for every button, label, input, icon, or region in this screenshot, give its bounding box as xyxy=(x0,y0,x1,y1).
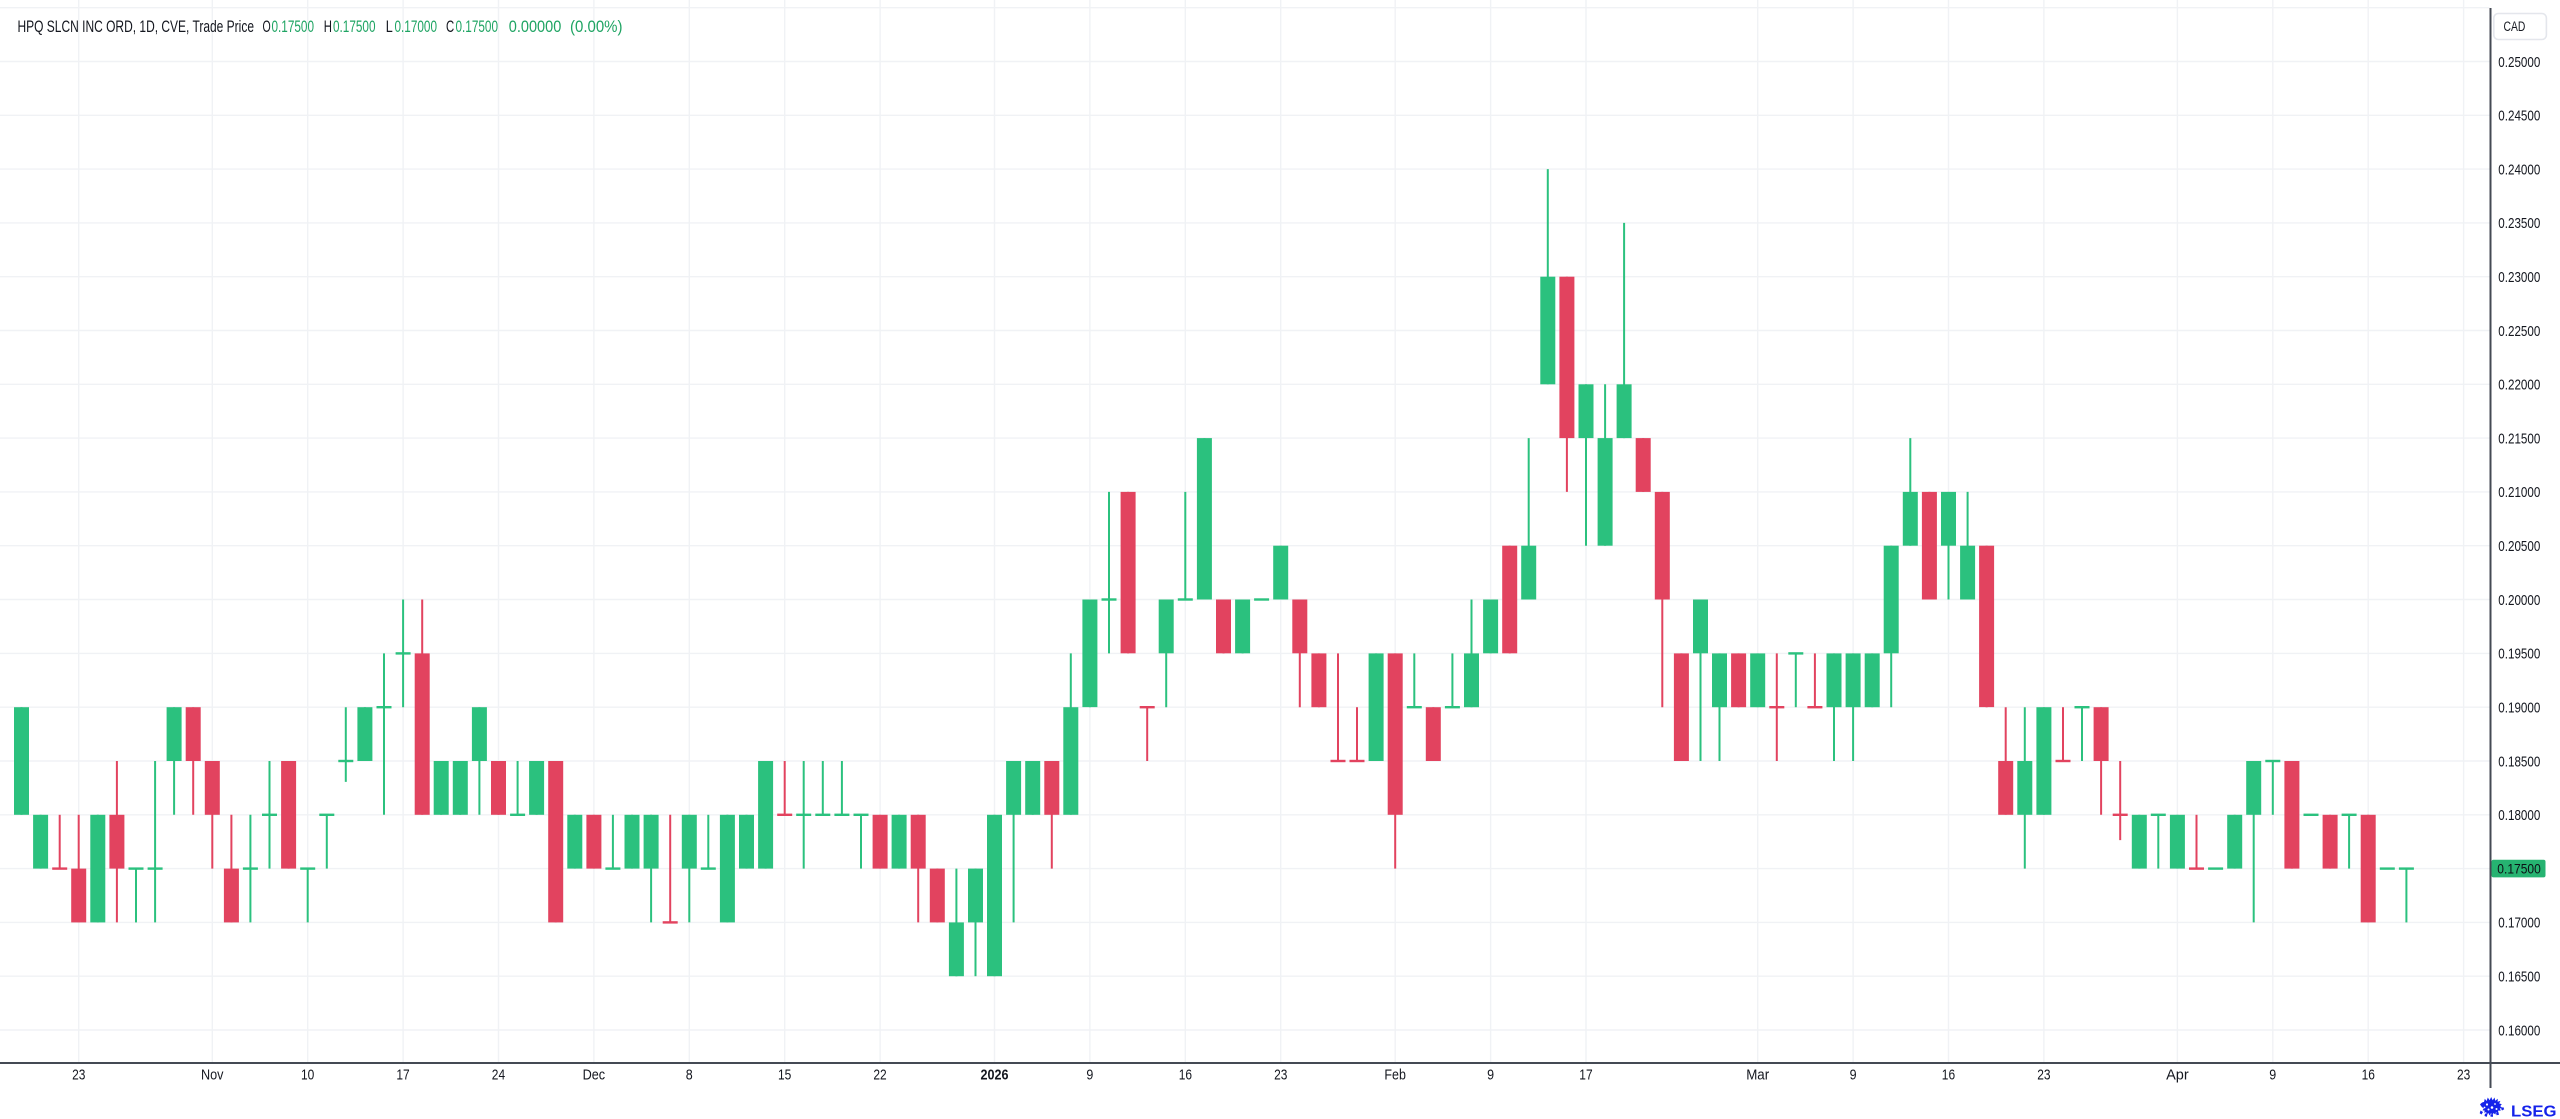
svg-text:0.18500: 0.18500 xyxy=(2498,753,2540,770)
svg-text:HPQ SLCN INC ORD, 1D, CVE, Tra: HPQ SLCN INC ORD, 1D, CVE, Trade Price xyxy=(18,18,255,36)
svg-text:10: 10 xyxy=(301,1067,314,1084)
svg-text:16: 16 xyxy=(1179,1067,1192,1084)
svg-text:H: H xyxy=(324,18,332,36)
svg-text:23: 23 xyxy=(1274,1067,1287,1084)
svg-text:2026: 2026 xyxy=(981,1067,1009,1084)
svg-text:17: 17 xyxy=(396,1067,409,1084)
svg-text:(0.00%): (0.00%) xyxy=(570,18,623,36)
svg-text:23: 23 xyxy=(2037,1067,2050,1084)
svg-text:0.23500: 0.23500 xyxy=(2498,215,2540,232)
svg-text:0.17500: 0.17500 xyxy=(272,18,315,36)
svg-text:Mar: Mar xyxy=(1746,1067,1769,1084)
svg-text:0.20500: 0.20500 xyxy=(2498,538,2540,555)
svg-text:0.16500: 0.16500 xyxy=(2498,969,2540,986)
svg-text:0.17000: 0.17000 xyxy=(2498,915,2540,932)
svg-text:9: 9 xyxy=(1487,1067,1494,1084)
svg-text:Nov: Nov xyxy=(201,1067,224,1084)
svg-text:0.22500: 0.22500 xyxy=(2498,323,2540,340)
svg-text:17: 17 xyxy=(1579,1067,1592,1084)
svg-text:0.17500: 0.17500 xyxy=(333,18,376,36)
svg-text:9: 9 xyxy=(1850,1067,1857,1084)
svg-text:16: 16 xyxy=(1942,1067,1955,1084)
svg-text:9: 9 xyxy=(1086,1067,1093,1084)
svg-text:0.22000: 0.22000 xyxy=(2498,377,2540,394)
svg-text:23: 23 xyxy=(2457,1067,2470,1084)
svg-text:0.00000: 0.00000 xyxy=(509,18,562,36)
svg-text:23: 23 xyxy=(72,1067,85,1084)
svg-text:0.21000: 0.21000 xyxy=(2498,484,2540,501)
svg-text:O: O xyxy=(263,18,271,36)
svg-text:0.21500: 0.21500 xyxy=(2498,430,2540,447)
svg-text:0.16000: 0.16000 xyxy=(2498,1022,2540,1039)
svg-text:9: 9 xyxy=(2269,1067,2276,1084)
svg-text:16: 16 xyxy=(2362,1067,2375,1084)
svg-text:CAD: CAD xyxy=(2504,19,2526,34)
svg-text:15: 15 xyxy=(778,1067,791,1084)
svg-text:0.18000: 0.18000 xyxy=(2498,807,2540,824)
svg-text:0.25000: 0.25000 xyxy=(2498,54,2540,71)
svg-text:LSEG: LSEG xyxy=(2511,1104,2557,1119)
svg-text:Apr: Apr xyxy=(2166,1067,2189,1084)
svg-text:0.19000: 0.19000 xyxy=(2498,700,2540,717)
svg-text:C: C xyxy=(446,18,454,36)
svg-text:Dec: Dec xyxy=(583,1067,606,1084)
svg-text:0.20000: 0.20000 xyxy=(2498,592,2540,609)
svg-text:22: 22 xyxy=(873,1067,886,1084)
svg-text:24: 24 xyxy=(492,1067,505,1084)
svg-text:0.17500: 0.17500 xyxy=(456,18,499,36)
svg-text:8: 8 xyxy=(686,1067,693,1084)
svg-text:0.24000: 0.24000 xyxy=(2498,161,2540,178)
svg-text:L: L xyxy=(386,18,393,36)
svg-text:0.24500: 0.24500 xyxy=(2498,108,2540,125)
svg-text:Feb: Feb xyxy=(1384,1067,1406,1084)
svg-text:0.17000: 0.17000 xyxy=(395,18,438,36)
svg-text:0.23000: 0.23000 xyxy=(2498,269,2540,286)
svg-text:0.19500: 0.19500 xyxy=(2498,646,2540,663)
svg-text:0.17500: 0.17500 xyxy=(2497,861,2541,876)
